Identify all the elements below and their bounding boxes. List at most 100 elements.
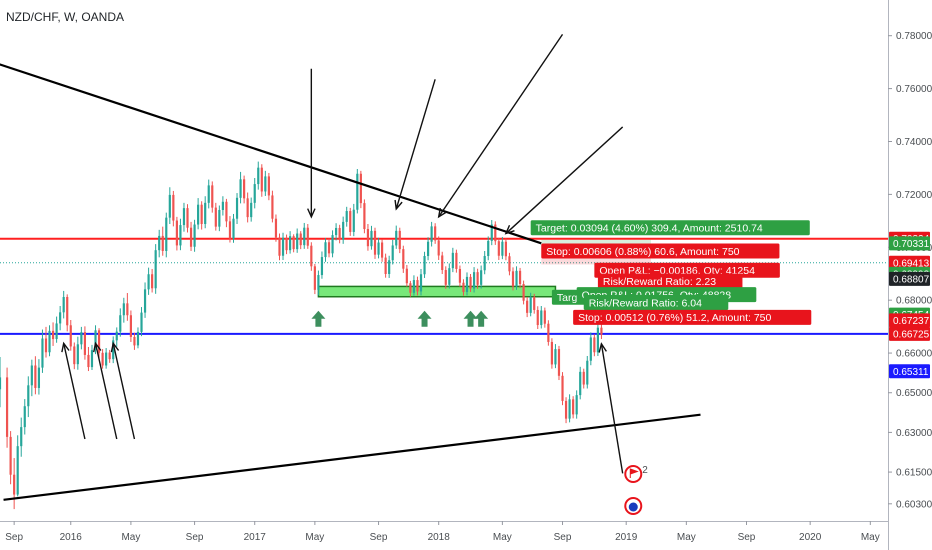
candle-body[interactable] [90,350,94,368]
candle-body[interactable] [44,338,48,353]
candle-body[interactable] [441,255,444,271]
annotation-arrow-line[interactable] [395,79,436,210]
candle-body[interactable] [349,211,352,232]
candle-body[interactable] [59,312,62,324]
short-stop-box[interactable] [573,309,812,325]
candle-body[interactable] [126,303,129,316]
candle-body[interactable] [515,270,518,287]
candle-body[interactable] [243,179,246,199]
candle-body[interactable] [543,310,546,324]
annotation-arrow-line[interactable] [600,343,624,474]
candle-body[interactable] [596,327,599,353]
candle-body[interactable] [182,208,186,226]
candle-body[interactable] [409,283,412,293]
candle-body[interactable] [564,400,568,419]
candle-body[interactable] [133,336,136,346]
candle-body[interactable] [490,224,493,241]
candle-body[interactable] [313,266,316,290]
candle-body[interactable] [151,274,154,289]
candle-body[interactable] [232,218,235,239]
candle-body[interactable] [197,204,200,225]
candle-body[interactable] [487,240,490,257]
candle-body[interactable] [214,207,217,227]
candle-body[interactable] [462,282,465,292]
candle-body[interactable] [324,242,327,258]
candle-body[interactable] [356,173,359,210]
candle-body[interactable] [108,352,111,360]
annotation-arrow-line[interactable] [112,343,136,440]
up-arrow-icon[interactable] [474,310,489,327]
candle-body[interactable] [136,331,140,346]
up-arrow-icon[interactable] [417,310,432,327]
candle-body[interactable] [55,323,58,340]
candle-body[interactable] [154,250,157,289]
candle-body[interactable] [391,245,394,261]
candle-body[interactable] [101,352,104,366]
candle-body[interactable] [260,167,263,192]
candle-body[interactable] [370,230,373,247]
candle-body[interactable] [359,173,362,204]
candle-body[interactable] [554,349,557,365]
candle-body[interactable] [211,185,214,208]
candle-body[interactable] [480,270,483,285]
candle-body[interactable] [23,406,26,428]
candle-body[interactable] [257,167,260,185]
candle-body[interactable] [586,360,589,385]
candle-body[interactable] [561,375,564,401]
candle-body[interactable] [34,365,37,388]
candle-body[interactable] [342,221,345,240]
annotation-arrow-line[interactable] [62,343,86,440]
up-arrow-icon[interactable] [311,310,326,327]
candle-body[interactable] [423,256,426,275]
candle-body[interactable] [292,236,295,250]
candle-body[interactable] [235,197,239,219]
candle-body[interactable] [579,371,582,396]
candle-body[interactable] [334,227,338,236]
candle-body[interactable] [267,176,270,196]
lower-trendline[interactable] [3,413,701,501]
price-badge[interactable] [889,271,930,286]
candle-body[interactable] [147,274,150,290]
candle-body[interactable] [119,315,122,332]
candle-body[interactable] [526,300,529,313]
price-badge[interactable] [889,255,930,270]
candle-body[interactable] [73,346,76,365]
candle-body[interactable] [299,233,302,246]
candle-body[interactable] [5,377,9,437]
candle-body[interactable] [593,337,596,353]
candle-body[interactable] [451,252,454,269]
candle-body[interactable] [600,327,603,335]
candle-body[interactable] [412,280,416,293]
candle-body[interactable] [250,202,253,218]
candle-body[interactable] [469,276,472,289]
candle-body[interactable] [395,230,398,246]
candle-body[interactable] [105,352,108,366]
candle-body[interactable] [550,341,554,365]
candle-body[interactable] [589,337,592,361]
candle-body[interactable] [168,194,171,218]
annotation-arrow-line[interactable] [505,126,624,235]
candle-body[interactable] [246,198,249,218]
candle-body[interactable] [575,395,578,415]
candle-body[interactable] [536,309,539,326]
candle-body[interactable] [494,224,497,242]
candle-body[interactable] [306,227,309,246]
candle-body[interactable] [76,344,79,365]
candle-body[interactable] [186,208,189,228]
candle-body[interactable] [193,224,196,247]
annotation-arrow-line[interactable] [94,343,118,440]
candle-body[interactable] [161,235,164,251]
candle-body[interactable] [518,270,522,285]
candle-body[interactable] [465,276,469,292]
candle-body[interactable] [281,237,285,256]
candle-body[interactable] [94,330,97,351]
long-stop-box[interactable] [541,243,780,259]
candle-body[interactable] [296,233,299,250]
candle-body[interactable] [48,330,51,353]
price-badge[interactable] [889,326,930,341]
candle-body[interactable] [547,323,550,342]
candle-body[interactable] [143,289,147,313]
candle-body[interactable] [310,245,313,267]
candle-body[interactable] [455,252,458,269]
candle-body[interactable] [373,230,377,255]
